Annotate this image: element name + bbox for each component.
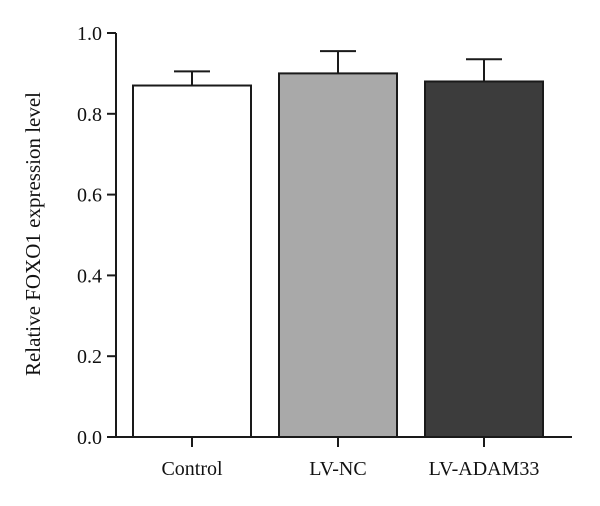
y-tick-label: 1.0 (77, 23, 102, 45)
y-tick-label: 0.2 (77, 346, 102, 368)
bars (132, 72, 544, 439)
bar-control (132, 84, 252, 439)
bar-lv-nc (278, 72, 398, 439)
y-tick-label: 0.6 (77, 185, 102, 207)
y-axis-title: Relative FOXO1 expression level (21, 92, 45, 376)
y-tick-label: 0.0 (77, 427, 102, 449)
x-tick-label: LV-NC (309, 458, 366, 480)
x-tick-label: LV-ADAM33 (429, 458, 540, 480)
y-ticks: 0.0 0.2 0.4 0.6 0.8 1.0 (77, 23, 116, 449)
error-bars (174, 50, 502, 86)
x-tick-label: Control (161, 458, 223, 480)
y-tick-label: 0.4 (77, 265, 102, 287)
y-tick-label: 0.8 (77, 104, 102, 126)
y-axis-title-group: Relative FOXO1 expression level (21, 92, 45, 376)
x-ticks: Control LV-NC LV-ADAM33 (161, 437, 539, 480)
bar-lv-adam33 (424, 80, 544, 438)
